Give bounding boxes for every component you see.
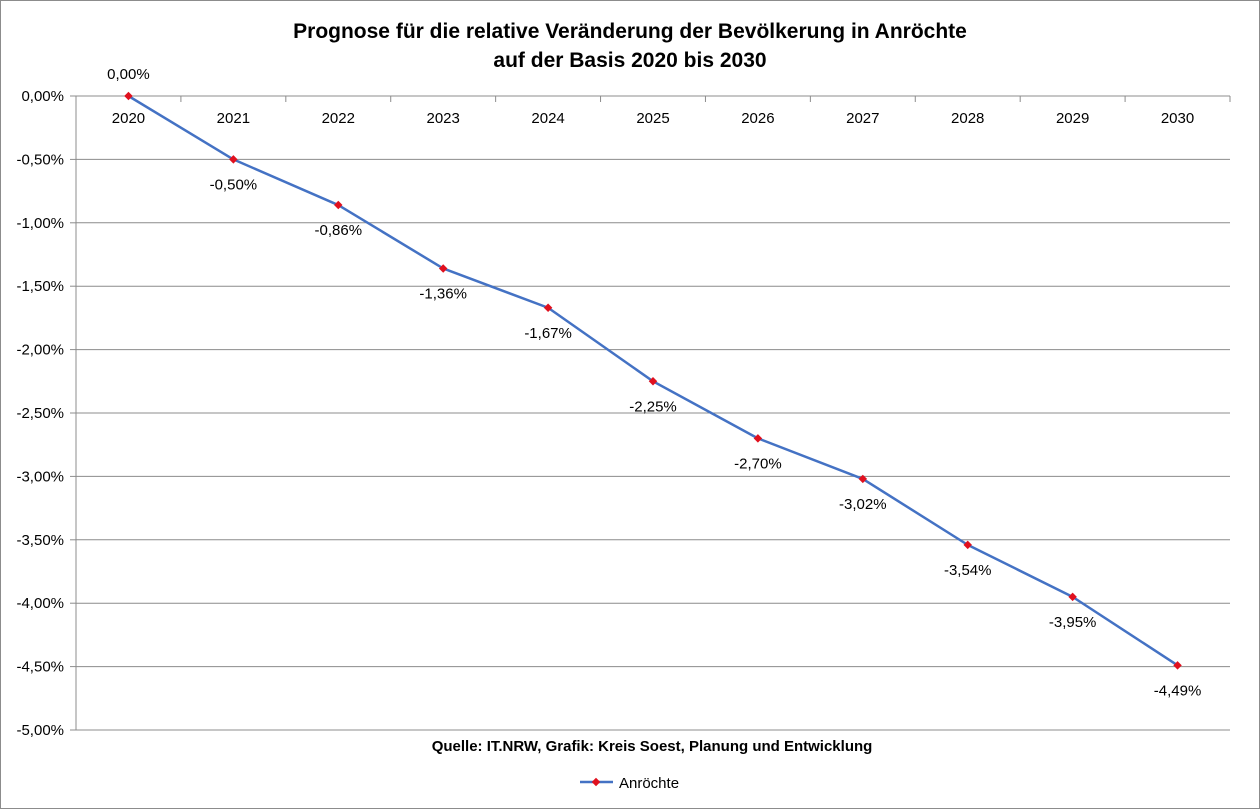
data-label: -0,50% bbox=[210, 176, 258, 193]
data-label: -4,49% bbox=[1154, 682, 1202, 699]
legend-marker bbox=[591, 777, 601, 787]
data-label: -2,25% bbox=[629, 398, 677, 415]
x-tick-label: 2029 bbox=[1056, 110, 1089, 127]
chart-title-line-2: auf der Basis 2020 bis 2030 bbox=[493, 49, 766, 72]
y-tick-label: -0,50% bbox=[16, 151, 64, 168]
y-tick-label: -2,50% bbox=[16, 405, 64, 422]
data-label: -0,86% bbox=[315, 222, 363, 239]
data-label: -3,95% bbox=[1049, 614, 1097, 631]
data-label: -3,02% bbox=[839, 496, 887, 513]
y-tick-label: -5,00% bbox=[16, 722, 64, 739]
chart-title-line-1: Prognose für die relative Veränderung de… bbox=[293, 20, 967, 43]
x-tick-label: 2027 bbox=[846, 110, 879, 127]
data-label: -3,54% bbox=[944, 562, 992, 579]
x-tick-label: 2024 bbox=[531, 110, 564, 127]
data-label: -1,67% bbox=[524, 325, 572, 342]
x-tick-label: 2021 bbox=[217, 110, 250, 127]
y-tick-label: -3,50% bbox=[16, 532, 64, 549]
data-point bbox=[1173, 661, 1182, 670]
x-tick-label: 2022 bbox=[322, 110, 355, 127]
y-tick-label: -4,50% bbox=[16, 659, 64, 676]
data-label: 0,00% bbox=[107, 66, 150, 83]
x-tick-label: 2028 bbox=[951, 110, 984, 127]
y-tick-label: 0,00% bbox=[21, 88, 64, 105]
data-point bbox=[543, 303, 553, 312]
data-point bbox=[753, 434, 763, 443]
x-tick-label: 2030 bbox=[1161, 110, 1194, 127]
y-tick-label: -2,00% bbox=[16, 342, 64, 359]
axes bbox=[70, 95, 1231, 731]
x-tick-label: 2026 bbox=[741, 110, 774, 127]
data-labels: 0,00% -0,50% -0,86% -1,36% -1,67% -2,25% -2,70… bbox=[107, 66, 1201, 699]
x-tick-label: 2025 bbox=[636, 110, 669, 127]
y-tick-label: -1,50% bbox=[16, 278, 64, 295]
y-axis-tick-labels: 0,00% -0,50% -1,00% -1,50% -2,00% -2,50% -3,00… bbox=[16, 88, 64, 739]
data-point bbox=[648, 377, 658, 386]
gridlines bbox=[76, 158, 1230, 731]
legend: Anröchte bbox=[580, 775, 679, 792]
source-note: Quelle: IT.NRW, Grafik: Kreis Soest, Pla… bbox=[432, 738, 873, 755]
data-point bbox=[229, 155, 238, 164]
x-tick-label: 2023 bbox=[426, 110, 459, 127]
data-point bbox=[1068, 592, 1077, 602]
data-point bbox=[438, 264, 448, 273]
data-point bbox=[124, 91, 133, 101]
data-point bbox=[963, 540, 972, 550]
series-anroechte bbox=[124, 91, 1182, 670]
data-point bbox=[334, 200, 343, 210]
x-axis-tick-labels: 2020 2021 2022 2023 2024 2025 2026 2027 2028 2029… bbox=[112, 110, 1194, 127]
data-point bbox=[858, 474, 868, 484]
data-label: -2,70% bbox=[734, 455, 782, 472]
y-tick-label: -3,00% bbox=[16, 468, 64, 485]
x-tick-label: 2020 bbox=[112, 110, 145, 127]
y-tick-label: -4,00% bbox=[16, 595, 64, 612]
legend-label: Anröchte bbox=[619, 775, 679, 792]
y-tick-label: -1,00% bbox=[16, 215, 64, 232]
data-label: -1,36% bbox=[419, 285, 467, 302]
